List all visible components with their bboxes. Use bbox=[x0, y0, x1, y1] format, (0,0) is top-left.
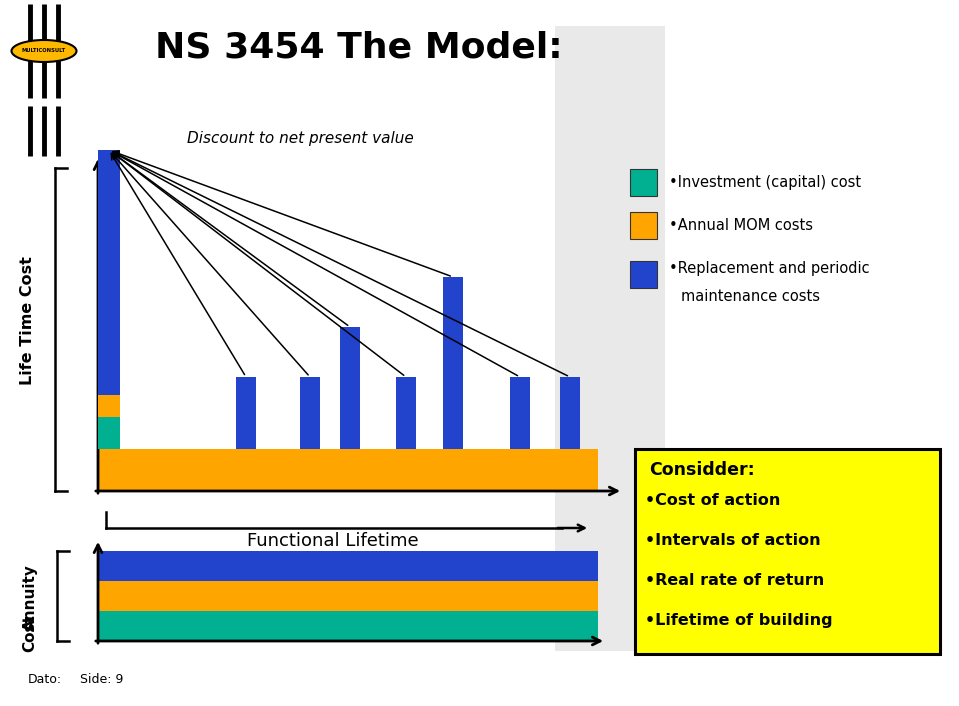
Bar bbox=[236, 377, 256, 449]
Text: Annuity: Annuity bbox=[22, 565, 37, 631]
Bar bbox=[560, 377, 580, 449]
Text: •Annual MOM costs: •Annual MOM costs bbox=[669, 218, 813, 233]
Text: maintenance costs: maintenance costs bbox=[681, 289, 820, 304]
Bar bbox=[630, 261, 657, 288]
Text: •Intervals of action: •Intervals of action bbox=[645, 533, 821, 548]
Text: •Investment (capital) cost: •Investment (capital) cost bbox=[669, 175, 861, 190]
Text: NS 3454 The Model:: NS 3454 The Model: bbox=[155, 31, 563, 65]
Bar bbox=[396, 377, 416, 449]
Bar bbox=[340, 327, 360, 449]
Bar bbox=[635, 449, 940, 654]
Bar bbox=[98, 150, 120, 395]
Bar bbox=[443, 277, 463, 449]
Text: Dato:: Dato: bbox=[28, 673, 62, 686]
Bar bbox=[98, 581, 598, 611]
Bar bbox=[98, 395, 120, 417]
Text: •Replacement and periodic: •Replacement and periodic bbox=[669, 261, 870, 276]
Bar bbox=[630, 169, 657, 196]
Text: •Cost of action: •Cost of action bbox=[645, 493, 781, 508]
Text: Considder:: Considder: bbox=[649, 461, 755, 479]
Text: Functional Lifetime: Functional Lifetime bbox=[247, 532, 419, 550]
Text: Cost: Cost bbox=[22, 614, 37, 652]
Bar bbox=[98, 551, 598, 581]
Bar bbox=[98, 449, 598, 491]
Bar bbox=[98, 417, 120, 449]
Text: •Lifetime of building: •Lifetime of building bbox=[645, 613, 832, 628]
Ellipse shape bbox=[12, 40, 77, 62]
Bar bbox=[300, 377, 320, 449]
Text: MULTICONSULT: MULTICONSULT bbox=[22, 49, 66, 54]
Text: Discount to net present value: Discount to net present value bbox=[187, 131, 413, 146]
Bar bbox=[630, 212, 657, 239]
Bar bbox=[510, 377, 530, 449]
Bar bbox=[98, 611, 598, 641]
Text: •Real rate of return: •Real rate of return bbox=[645, 573, 824, 588]
Text: Life Time Cost: Life Time Cost bbox=[20, 256, 35, 385]
Bar bbox=[555, 26, 665, 651]
Text: Side: 9: Side: 9 bbox=[80, 673, 124, 686]
